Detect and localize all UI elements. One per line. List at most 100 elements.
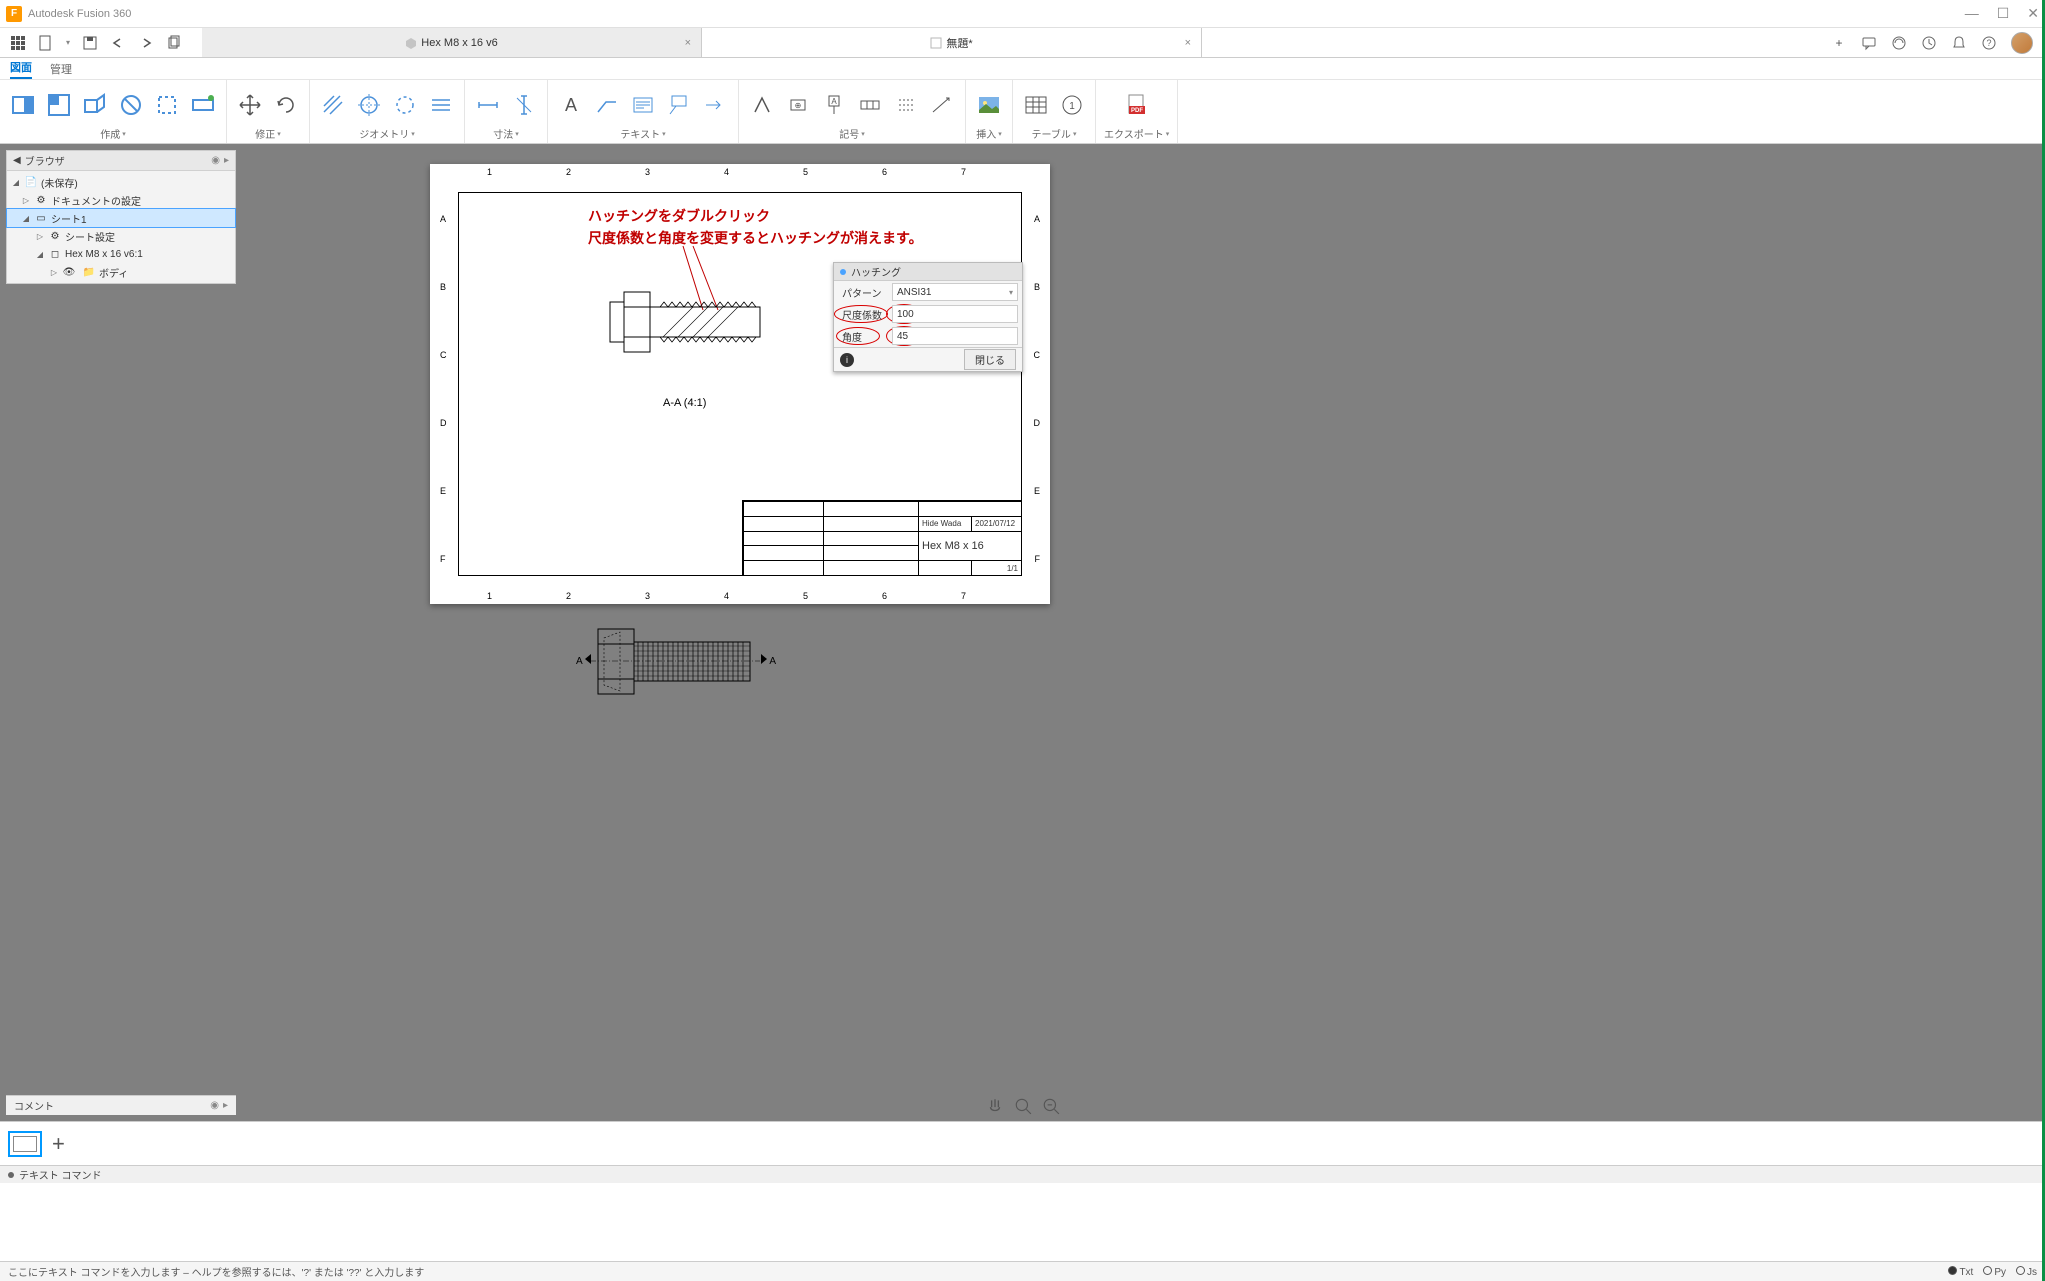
text-command-header[interactable]: テキスト コマンド: [0, 1165, 2045, 1183]
ribbon-label[interactable]: ジオメトリ: [359, 126, 415, 141]
save-icon[interactable]: [82, 35, 98, 51]
mode-py[interactable]: Py: [1983, 1266, 2006, 1278]
doc-tab-1[interactable]: Hex M8 x 16 v6 ×: [202, 28, 702, 57]
ribbon-label[interactable]: 作成: [100, 126, 126, 141]
notification-icon[interactable]: [1951, 35, 1967, 51]
workspace-manage[interactable]: 管理: [50, 61, 72, 77]
mode-txt[interactable]: Txt: [1948, 1266, 1973, 1278]
pdf-icon[interactable]: PDF: [1122, 90, 1152, 120]
tree-component[interactable]: ◢◻Hex M8 x 16 v6:1: [7, 245, 235, 263]
leader-icon[interactable]: [592, 90, 622, 120]
centermark-icon[interactable]: [390, 90, 420, 120]
tree-sheet1[interactable]: ◢▭シート1: [7, 209, 235, 227]
comment-pin-icon[interactable]: ▸: [223, 1100, 228, 1111]
surface-icon[interactable]: [747, 90, 777, 120]
base-view-icon[interactable]: [44, 90, 74, 120]
ribbon-label[interactable]: エクスポート: [1104, 126, 1169, 141]
hatch-icon[interactable]: [318, 90, 348, 120]
hatch-pattern-select[interactable]: ANSI31▾: [892, 283, 1018, 301]
break-view-icon[interactable]: [188, 90, 218, 120]
app-icon: F: [6, 6, 22, 22]
copy-icon[interactable]: [166, 35, 182, 51]
grid-icon[interactable]: [10, 35, 26, 51]
job-status-icon[interactable]: [1921, 35, 1937, 51]
ribbon-label[interactable]: テキスト: [620, 126, 665, 141]
file-icon[interactable]: [38, 35, 54, 51]
doc-tab-2[interactable]: 無題* ×: [702, 28, 1202, 57]
parts-list-icon[interactable]: 1: [1057, 90, 1087, 120]
sheet-thumbnail[interactable]: [8, 1131, 42, 1157]
arrow-text-icon[interactable]: [700, 90, 730, 120]
tree-bodies[interactable]: ▷👁📁ボディ: [7, 263, 235, 281]
comment-options-icon[interactable]: ◉: [210, 1100, 219, 1111]
ribbon-label[interactable]: 記号: [839, 126, 865, 141]
browser-pin-icon[interactable]: ▸: [224, 155, 229, 166]
tree-root[interactable]: ◢📄(未保存): [7, 173, 235, 191]
info-icon[interactable]: i: [840, 353, 854, 367]
dim-h-icon[interactable]: [473, 90, 503, 120]
table-icon[interactable]: [1021, 90, 1051, 120]
projected-view-icon[interactable]: [80, 90, 110, 120]
doc-icon: 📄: [24, 175, 38, 189]
rotate-icon[interactable]: [271, 90, 301, 120]
close-button[interactable]: ✕: [2027, 5, 2039, 22]
edge-icon[interactable]: [426, 90, 456, 120]
zoom-icon[interactable]: [1014, 1097, 1032, 1115]
new-tab-icon[interactable]: +: [1831, 35, 1847, 51]
centerline-icon[interactable]: [354, 90, 384, 120]
image-icon[interactable]: [974, 90, 1004, 120]
user-avatar[interactable]: [2011, 32, 2033, 54]
pan-icon[interactable]: [986, 1097, 1004, 1115]
redo-icon[interactable]: [138, 35, 154, 51]
balloon-icon[interactable]: [664, 90, 694, 120]
workspace-bar: 図面 管理: [0, 58, 2045, 80]
text-icon[interactable]: A: [556, 90, 586, 120]
workspace-drawing[interactable]: 図面: [10, 59, 32, 79]
text-command-output[interactable]: [0, 1183, 2045, 1261]
base-view-drawing[interactable]: A A: [590, 624, 760, 699]
dim-v-icon[interactable]: [509, 90, 539, 120]
axis-icon[interactable]: [927, 90, 957, 120]
move-icon[interactable]: [235, 90, 265, 120]
help-icon[interactable]: ?: [1981, 35, 1997, 51]
detail-view-icon[interactable]: [152, 90, 182, 120]
zoom-fit-icon[interactable]: [1042, 1097, 1060, 1115]
ribbon-label[interactable]: 挿入: [976, 126, 1002, 141]
ribbon-label[interactable]: テーブル: [1032, 126, 1077, 141]
tree-doc-settings[interactable]: ▷⚙ドキュメントの設定: [7, 191, 235, 209]
mode-js[interactable]: Js: [2016, 1266, 2037, 1278]
comment-icon[interactable]: [1861, 35, 1877, 51]
feature-frame-icon[interactable]: [855, 90, 885, 120]
drawing-sheet[interactable]: ハッチングをダブルクリック 尺度係数と角度を変更するとハッチングが消えます。: [430, 164, 1050, 604]
tab-close-icon[interactable]: ×: [685, 37, 691, 49]
ribbon-label[interactable]: 修正: [255, 126, 281, 141]
datum-icon[interactable]: A: [819, 90, 849, 120]
extensions-icon[interactable]: [1891, 35, 1907, 51]
hatch-dialog-header[interactable]: ハッチング: [834, 263, 1022, 281]
quick-access-toolbar: ▾: [0, 35, 192, 51]
hatch-angle-input[interactable]: 45: [892, 327, 1018, 345]
browser-header[interactable]: ◀ ブラウザ ◉ ▸: [7, 151, 235, 171]
thread-icon[interactable]: [891, 90, 921, 120]
add-sheet-button[interactable]: +: [52, 1131, 65, 1157]
comment-bar[interactable]: コメント ◉ ▸: [6, 1095, 236, 1115]
tab-close-icon[interactable]: ×: [1185, 37, 1191, 49]
file-dropdown[interactable]: ▾: [66, 38, 70, 47]
minimize-button[interactable]: —: [1965, 5, 1979, 22]
weld-icon[interactable]: ⊕: [783, 90, 813, 120]
maximize-button[interactable]: ☐: [1997, 5, 2010, 22]
titlebar: F Autodesk Fusion 360 — ☐ ✕: [0, 0, 2045, 28]
title-block[interactable]: Hide Wada2021/07/12 Hex M8 x 16 1/1: [742, 500, 1022, 576]
tree-sheet-settings[interactable]: ▷⚙シート設定: [7, 227, 235, 245]
hatch-angle-row: 角度 45: [834, 325, 1022, 347]
undo-icon[interactable]: [110, 35, 126, 51]
hatch-scale-input[interactable]: 100: [892, 305, 1018, 323]
close-button[interactable]: 閉じる: [964, 349, 1016, 370]
new-drawing-icon[interactable]: [8, 90, 38, 120]
note-icon[interactable]: [628, 90, 658, 120]
browser-options-icon[interactable]: ◉: [211, 155, 220, 166]
section-view-drawing[interactable]: [608, 282, 768, 362]
ribbon-label[interactable]: 寸法: [493, 126, 519, 141]
section-view-icon[interactable]: [116, 90, 146, 120]
eye-icon[interactable]: 👁: [62, 265, 76, 279]
